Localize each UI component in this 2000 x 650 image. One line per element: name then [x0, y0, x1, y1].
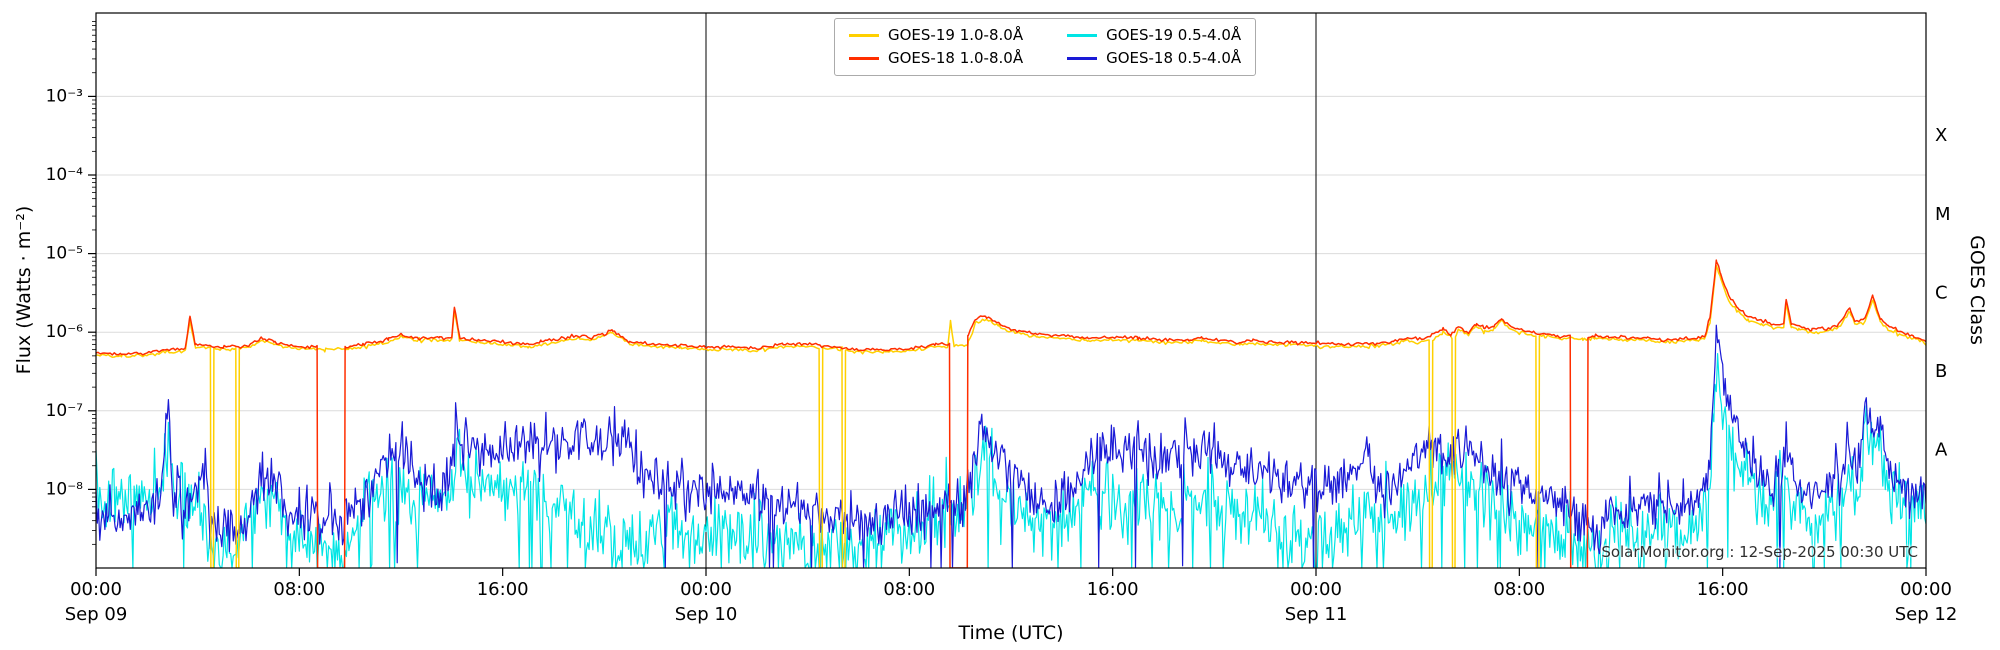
- x-date-label: Sep 09: [65, 604, 128, 625]
- legend-swatch-goes19-short: [1067, 34, 1098, 37]
- x-tick-label: 16:00: [1087, 579, 1139, 600]
- x-tick-label: 00:00: [680, 579, 732, 600]
- x-tick-label: 16:00: [477, 579, 529, 600]
- watermark: SolarMonitor.org : 12-Sep-2025 00:30 UTC: [1601, 543, 1918, 561]
- x-tick-label: 08:00: [273, 579, 325, 600]
- x-tick-label: 08:00: [883, 579, 935, 600]
- x-axis-label: Time (UTC): [958, 622, 1064, 644]
- x-tick-label: 00:00: [1290, 579, 1342, 600]
- x-tick-label: 16:00: [1697, 579, 1749, 600]
- goes-class-letter: C: [1935, 282, 1948, 303]
- x-tick-label: 08:00: [1493, 579, 1545, 600]
- y-tick-label: 10⁻⁷: [46, 401, 84, 421]
- plot-border: [95, 12, 1927, 569]
- series-line-goes18-long: [96, 259, 1926, 568]
- goes-class-letter: M: [1935, 204, 1951, 225]
- legend-item-goes18-short: GOES-18 0.5-4.0Å: [1067, 49, 1241, 68]
- goes-class-letter: A: [1935, 440, 1948, 461]
- y-tick-label: 10⁻⁶: [46, 322, 84, 342]
- series-line-goes18-short: [96, 324, 1926, 568]
- y-axis-label: Flux (Watts · m⁻²): [13, 205, 35, 375]
- legend-item-goes19-long: GOES-19 1.0-8.0Å: [849, 26, 1023, 45]
- legend-swatch-goes18-long: [849, 57, 879, 60]
- legend-label: GOES-19 0.5-4.0Å: [1106, 26, 1242, 44]
- x-date-label: Sep 11: [1285, 604, 1348, 625]
- goes-class-letter: X: [1935, 125, 1947, 146]
- y-tick-label: 10⁻⁸: [46, 479, 84, 499]
- right-axis-label: GOES Class: [1966, 235, 1988, 345]
- x-date-label: Sep 12: [1895, 604, 1958, 625]
- goes-class-letter: B: [1935, 361, 1947, 382]
- legend-item-goes18-long: GOES-18 1.0-8.0Å: [849, 49, 1023, 68]
- x-tick-label: 00:00: [70, 579, 122, 600]
- series-line-goes19-short: [96, 353, 1926, 568]
- legend-label: GOES-18 0.5-4.0Å: [1106, 49, 1242, 67]
- y-tick-label: 10⁻⁴: [46, 165, 84, 185]
- x-date-label: Sep 10: [675, 604, 738, 625]
- legend-label: GOES-18 1.0-8.0Å: [888, 49, 1024, 67]
- legend-swatch-goes19-long: [849, 34, 879, 37]
- legend-label: GOES-19 1.0-8.0Å: [888, 26, 1024, 44]
- legend: GOES-19 1.0-8.0Å GOES-18 1.0-8.0Å GOES-1…: [834, 18, 1257, 76]
- legend-item-goes19-short: GOES-19 0.5-4.0Å: [1067, 26, 1241, 45]
- legend-swatch-goes18-short: [1067, 57, 1098, 60]
- x-tick-label: 00:00: [1900, 579, 1952, 600]
- y-tick-label: 10⁻⁵: [46, 244, 83, 264]
- y-tick-label: 10⁻³: [46, 86, 83, 106]
